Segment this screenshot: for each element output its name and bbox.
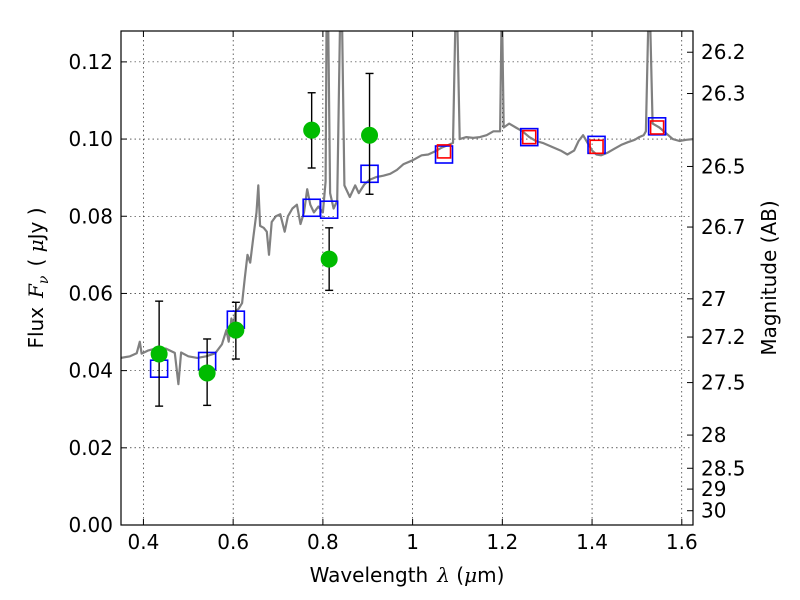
y-tick-label: 0.04 <box>68 359 113 383</box>
model-band-flux-marker <box>519 127 539 147</box>
observed-flux-point <box>150 345 168 363</box>
y2-tick-label: 30 <box>701 499 726 523</box>
y-axis-label-symbol: F <box>24 283 48 299</box>
nir-photometry-marker <box>649 120 665 135</box>
y-axis-label-unit-mu: μ <box>24 239 48 252</box>
plot-background <box>121 31 693 525</box>
observed-flux-point <box>361 126 379 144</box>
observed-flux-point <box>303 121 321 139</box>
y2-tick-label: 28 <box>701 423 726 447</box>
nir-photometry-marker <box>589 139 604 155</box>
y2-tick-label: 29 <box>701 477 726 501</box>
nir-photometry-marker <box>521 129 537 145</box>
model-band-flux-marker <box>434 145 454 164</box>
y2-tick-label: 27 <box>701 287 726 311</box>
y2-tick-label: 26.3 <box>701 82 746 106</box>
y2-tick-label: 28.5 <box>701 456 746 480</box>
observed-flux-point <box>320 250 338 268</box>
data-points-layer <box>149 72 667 407</box>
y2-tick-label: 27.2 <box>701 325 746 349</box>
y-tick-label: 0.12 <box>68 50 113 74</box>
x-tick-label: 1 <box>406 530 419 554</box>
y-tick-label: 0.00 <box>68 513 113 537</box>
y-axis-label-subscript: ν <box>36 275 52 284</box>
observed-flux-point <box>227 321 245 339</box>
y2-tick-label: 26.7 <box>701 215 746 239</box>
y-tick-label: 0.10 <box>68 127 113 151</box>
nir-photometry-marker <box>436 144 452 159</box>
observed-flux-point <box>198 364 216 382</box>
y-tick-label: 0.02 <box>68 436 113 460</box>
x-tick-label: 0.8 <box>307 530 339 554</box>
y2-tick-label: 26.5 <box>701 154 746 178</box>
x-axis-label-symbol: λ <box>436 563 450 587</box>
ticks-layer: 0.4 0.6 0.8 1 1.2 1.4 1.6 0.00 0.02 0.04 0.06 0.08 0… <box>68 31 746 554</box>
x-axis-label-unit-mu: μ <box>464 563 477 587</box>
x-tick-label: 1.6 <box>666 530 698 554</box>
y-tick-label: 0.08 <box>68 204 113 228</box>
y2-axis-label: Magnitude (AB) <box>757 200 781 355</box>
y-tick-label: 0.06 <box>68 281 113 305</box>
y2-tick-label: 27.5 <box>701 371 746 395</box>
y2-tick-label: 26.2 <box>701 40 746 64</box>
model-band-flux-marker <box>647 117 667 136</box>
model-band-flux-marker <box>319 200 339 219</box>
y-axis-label-prefix: Flux <box>24 307 48 349</box>
x-tick-label: 1.2 <box>486 530 518 554</box>
x-tick-label: 0.4 <box>128 530 160 554</box>
y-axis-label-unit-open: ( <box>24 252 48 266</box>
x-axis-label-prefix: Wavelength <box>310 563 429 587</box>
y-axis-label-unit-close: Jy ) <box>24 207 48 241</box>
plot-frame <box>120 30 694 526</box>
y-axis-label: Flux Fν ( μJy ) <box>24 207 52 348</box>
x-axis-label-unit-close: m) <box>477 563 504 587</box>
x-axis-label-unit-open: ( <box>450 563 464 587</box>
x-tick-label: 1.4 <box>576 530 608 554</box>
x-tick-label: 0.6 <box>217 530 249 554</box>
x-axis-label: Wavelength λ (μm) <box>310 563 505 587</box>
